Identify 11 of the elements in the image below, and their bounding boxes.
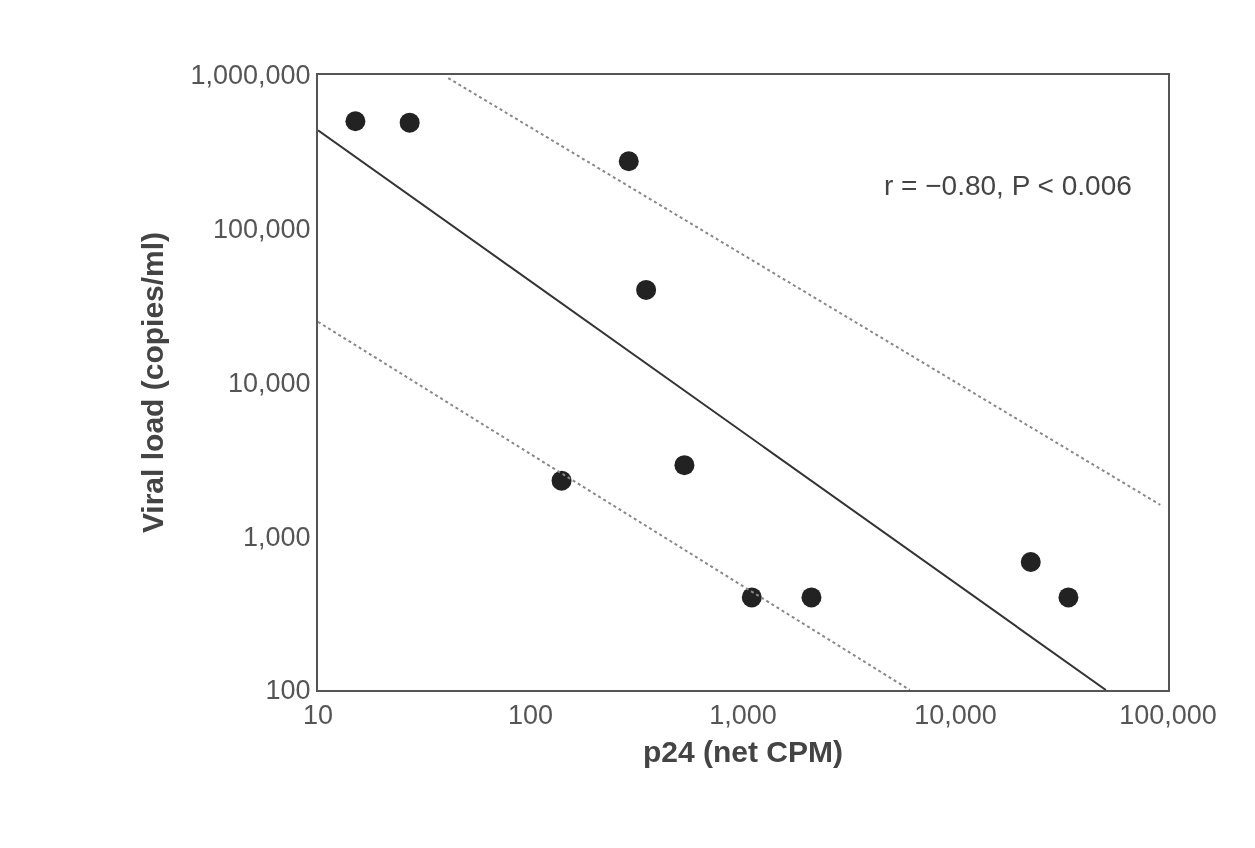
y-axis-title: Viral load (copies/ml) xyxy=(135,231,169,534)
annotation: r = −0.80, P < 0.006 xyxy=(884,170,1132,201)
y-tick-label: 1,000,000 xyxy=(190,60,311,91)
x-tick-label: 100,000 xyxy=(1119,700,1217,731)
x-tick-label: 100 xyxy=(507,700,554,731)
y-tick-label: 10,000 xyxy=(228,367,311,398)
x-axis-title: p24 (net CPM) xyxy=(642,735,844,769)
x-tick-label: 10,000 xyxy=(914,700,997,731)
y-tick-label: 1,000 xyxy=(243,521,311,552)
x-tick-label: 1,000 xyxy=(709,700,777,731)
y-tick-label: 100,000 xyxy=(212,214,311,245)
